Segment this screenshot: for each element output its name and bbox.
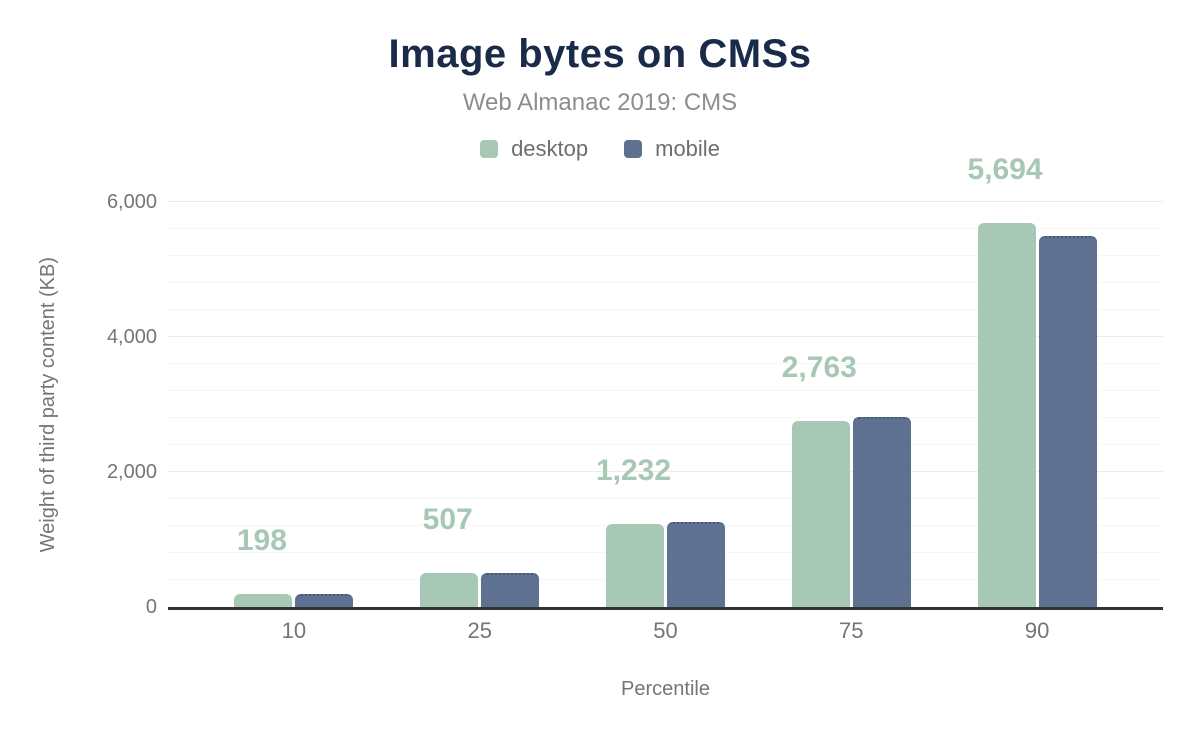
x-tick-label: 10 <box>281 618 307 643</box>
legend-item-desktop: desktop <box>480 136 588 162</box>
x-axis-title: Percentile <box>621 678 710 700</box>
major-gridline <box>168 201 1163 202</box>
bar-value-label: 198 <box>236 523 287 557</box>
minor-gridline <box>168 417 1163 418</box>
bar-mobile-p50[interactable] <box>666 521 725 607</box>
bar-desktop-p90[interactable] <box>977 222 1036 607</box>
y-tick-label: 6,000 <box>106 191 157 213</box>
bar-group-p25: 507 <box>387 202 573 607</box>
minor-gridline <box>168 552 1163 553</box>
y-tick-label: 0 <box>145 596 157 618</box>
legend-item-mobile: mobile <box>624 136 720 162</box>
x-tick-label: 90 <box>1024 618 1050 643</box>
minor-gridline <box>168 228 1163 229</box>
bar-desktop-p10[interactable] <box>234 593 293 607</box>
minor-gridline <box>168 525 1163 526</box>
bar-group-p50: 1,232 <box>573 202 759 607</box>
bar-mobile-p25[interactable] <box>481 573 540 607</box>
minor-gridline <box>168 579 1163 580</box>
major-gridline <box>168 471 1163 472</box>
y-axis-title: Weight of third party content (KB) <box>36 256 59 553</box>
mobile-swatch-icon <box>624 140 643 158</box>
bar-desktop-p25[interactable] <box>420 572 479 607</box>
minor-gridline <box>168 255 1163 256</box>
bar-desktop-p75[interactable] <box>791 420 850 607</box>
bar-desktop-p50[interactable] <box>605 523 664 607</box>
plot-area: 198 507 1,232 2,763 5,694 0 2,000 4,000 6,000 <box>107 153 1163 618</box>
chart-subtitle: Web Almanac 2019: CMS <box>462 89 738 116</box>
bar-mobile-p90[interactable] <box>1038 235 1097 607</box>
minor-gridline <box>168 390 1163 391</box>
x-tick-label: 50 <box>653 618 678 643</box>
bar-value-label: 507 <box>422 502 473 536</box>
legend: desktop mobile <box>0 136 1200 162</box>
minor-gridline <box>168 309 1163 310</box>
legend-label-mobile: mobile <box>655 136 720 161</box>
x-tick-label: 25 <box>467 618 492 643</box>
x-tick-label: 75 <box>839 618 864 643</box>
y-tick-label: 4,000 <box>106 326 157 348</box>
bar-group-p10: 198 <box>201 202 387 607</box>
desktop-swatch-icon <box>480 140 499 158</box>
minor-gridline <box>168 363 1163 364</box>
major-gridline <box>168 336 1163 337</box>
bar-value-label: 5,694 <box>967 152 1043 186</box>
minor-gridline <box>168 444 1163 445</box>
bar-value-label: 1,232 <box>595 453 672 487</box>
minor-gridline <box>168 282 1163 283</box>
bar-mobile-p75[interactable] <box>852 416 911 607</box>
bar-mobile-p10[interactable] <box>295 594 354 607</box>
legend-label-desktop: desktop <box>511 136 589 161</box>
bar-group-p90: 5,694 <box>944 153 1130 607</box>
minor-gridline <box>168 498 1163 499</box>
bar-value-label: 2,763 <box>781 350 857 384</box>
y-tick-label: 2,000 <box>106 461 157 483</box>
bars-row: 198 507 1,232 2,763 5,694 <box>201 153 1130 607</box>
bar-group-p75: 2,763 <box>758 202 944 607</box>
x-axis-labels: 10 25 50 75 90 <box>201 618 1130 644</box>
chart-title: Image bytes on CMSs <box>388 32 812 76</box>
